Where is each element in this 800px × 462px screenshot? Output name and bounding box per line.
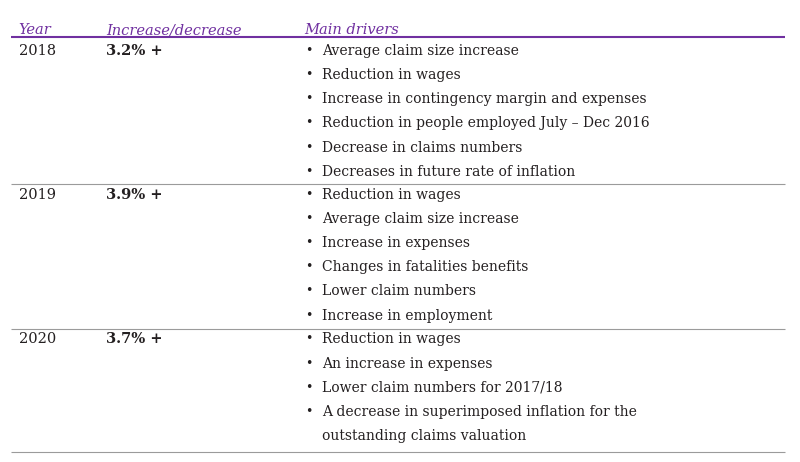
Text: •: • <box>305 92 312 105</box>
Text: Increase in contingency margin and expenses: Increase in contingency margin and expen… <box>322 92 646 106</box>
Text: •: • <box>305 188 312 201</box>
Text: •: • <box>305 212 312 225</box>
Text: Reduction in wages: Reduction in wages <box>322 68 461 82</box>
Text: outstanding claims valuation: outstanding claims valuation <box>322 429 526 443</box>
Text: Changes in fatalities benefits: Changes in fatalities benefits <box>322 260 529 274</box>
Text: 2019: 2019 <box>18 188 56 201</box>
Text: •: • <box>305 357 312 370</box>
Text: •: • <box>305 309 312 322</box>
Text: 2018: 2018 <box>18 44 56 58</box>
Text: An increase in expenses: An increase in expenses <box>322 357 493 371</box>
Text: Decrease in claims numbers: Decrease in claims numbers <box>322 140 522 155</box>
Text: Increase in employment: Increase in employment <box>322 309 493 322</box>
Text: Lower claim numbers for 2017/18: Lower claim numbers for 2017/18 <box>322 381 562 395</box>
Text: Lower claim numbers: Lower claim numbers <box>322 285 476 298</box>
Text: •: • <box>305 260 312 273</box>
Text: •: • <box>305 44 312 57</box>
Text: Reduction in wages: Reduction in wages <box>322 332 461 346</box>
Text: •: • <box>305 116 312 129</box>
Text: •: • <box>305 236 312 249</box>
Text: •: • <box>305 140 312 154</box>
Text: Average claim size increase: Average claim size increase <box>322 44 519 58</box>
Text: •: • <box>305 165 312 178</box>
Text: Increase in expenses: Increase in expenses <box>322 236 470 250</box>
Text: 2020: 2020 <box>18 332 56 346</box>
Text: 3.7% +: 3.7% + <box>106 332 162 346</box>
Text: Decreases in future rate of inflation: Decreases in future rate of inflation <box>322 165 575 179</box>
Text: •: • <box>305 405 312 418</box>
Text: Increase/decrease: Increase/decrease <box>106 23 242 37</box>
Text: A decrease in superimposed inflation for the: A decrease in superimposed inflation for… <box>322 405 637 419</box>
Text: Reduction in wages: Reduction in wages <box>322 188 461 201</box>
Text: Main drivers: Main drivers <box>305 23 399 37</box>
Text: •: • <box>305 285 312 298</box>
Text: Reduction in people employed July – Dec 2016: Reduction in people employed July – Dec … <box>322 116 650 130</box>
Text: •: • <box>305 68 312 81</box>
Text: Year: Year <box>18 23 51 37</box>
Text: Average claim size increase: Average claim size increase <box>322 212 519 226</box>
Text: •: • <box>305 381 312 394</box>
Text: 3.9% +: 3.9% + <box>106 188 162 201</box>
Text: 3.2% +: 3.2% + <box>106 44 162 58</box>
Text: •: • <box>305 332 312 345</box>
